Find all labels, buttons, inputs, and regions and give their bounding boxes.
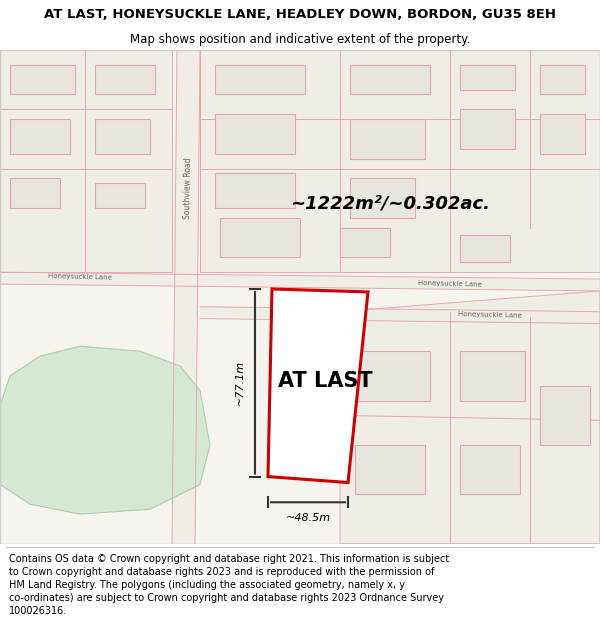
Polygon shape xyxy=(340,291,600,544)
Bar xyxy=(355,351,430,401)
Text: AT LAST: AT LAST xyxy=(278,371,373,391)
Bar xyxy=(460,109,515,149)
Bar xyxy=(10,65,75,94)
Text: ~77.1m: ~77.1m xyxy=(235,360,245,406)
Polygon shape xyxy=(0,50,172,272)
Text: Contains OS data © Crown copyright and database right 2021. This information is : Contains OS data © Crown copyright and d… xyxy=(9,554,449,616)
Bar xyxy=(350,65,430,94)
Bar xyxy=(460,234,510,262)
Bar xyxy=(540,65,585,94)
Bar xyxy=(95,183,145,208)
Text: Honeysuckle Lane: Honeysuckle Lane xyxy=(458,311,522,319)
Bar xyxy=(220,218,300,258)
Text: ~48.5m: ~48.5m xyxy=(286,513,331,523)
Bar xyxy=(10,178,60,208)
Polygon shape xyxy=(268,289,368,482)
Text: Southview Road: Southview Road xyxy=(183,158,193,219)
Bar xyxy=(350,178,415,218)
Text: Honeysuckle Lane: Honeysuckle Lane xyxy=(418,280,482,288)
Bar xyxy=(95,119,150,154)
Text: Map shows position and indicative extent of the property.: Map shows position and indicative extent… xyxy=(130,34,470,46)
Bar xyxy=(215,114,295,154)
Bar xyxy=(215,65,305,94)
Bar xyxy=(540,114,585,154)
Polygon shape xyxy=(172,50,200,544)
Bar xyxy=(215,173,295,208)
Bar xyxy=(460,445,520,494)
Bar xyxy=(355,445,425,494)
Bar xyxy=(350,119,425,159)
Bar xyxy=(540,386,590,445)
Text: AT LAST, HONEYSUCKLE LANE, HEADLEY DOWN, BORDON, GU35 8EH: AT LAST, HONEYSUCKLE LANE, HEADLEY DOWN,… xyxy=(44,9,556,21)
Polygon shape xyxy=(200,307,600,324)
Polygon shape xyxy=(200,50,600,272)
Bar xyxy=(10,119,70,154)
Text: Honeysuckle Lane: Honeysuckle Lane xyxy=(48,273,112,281)
Bar xyxy=(95,65,155,94)
Polygon shape xyxy=(0,272,600,291)
Polygon shape xyxy=(0,346,210,514)
Text: ~1222m²/~0.302ac.: ~1222m²/~0.302ac. xyxy=(290,194,490,212)
Bar xyxy=(460,351,525,401)
Bar xyxy=(340,228,390,258)
Bar xyxy=(460,65,515,89)
